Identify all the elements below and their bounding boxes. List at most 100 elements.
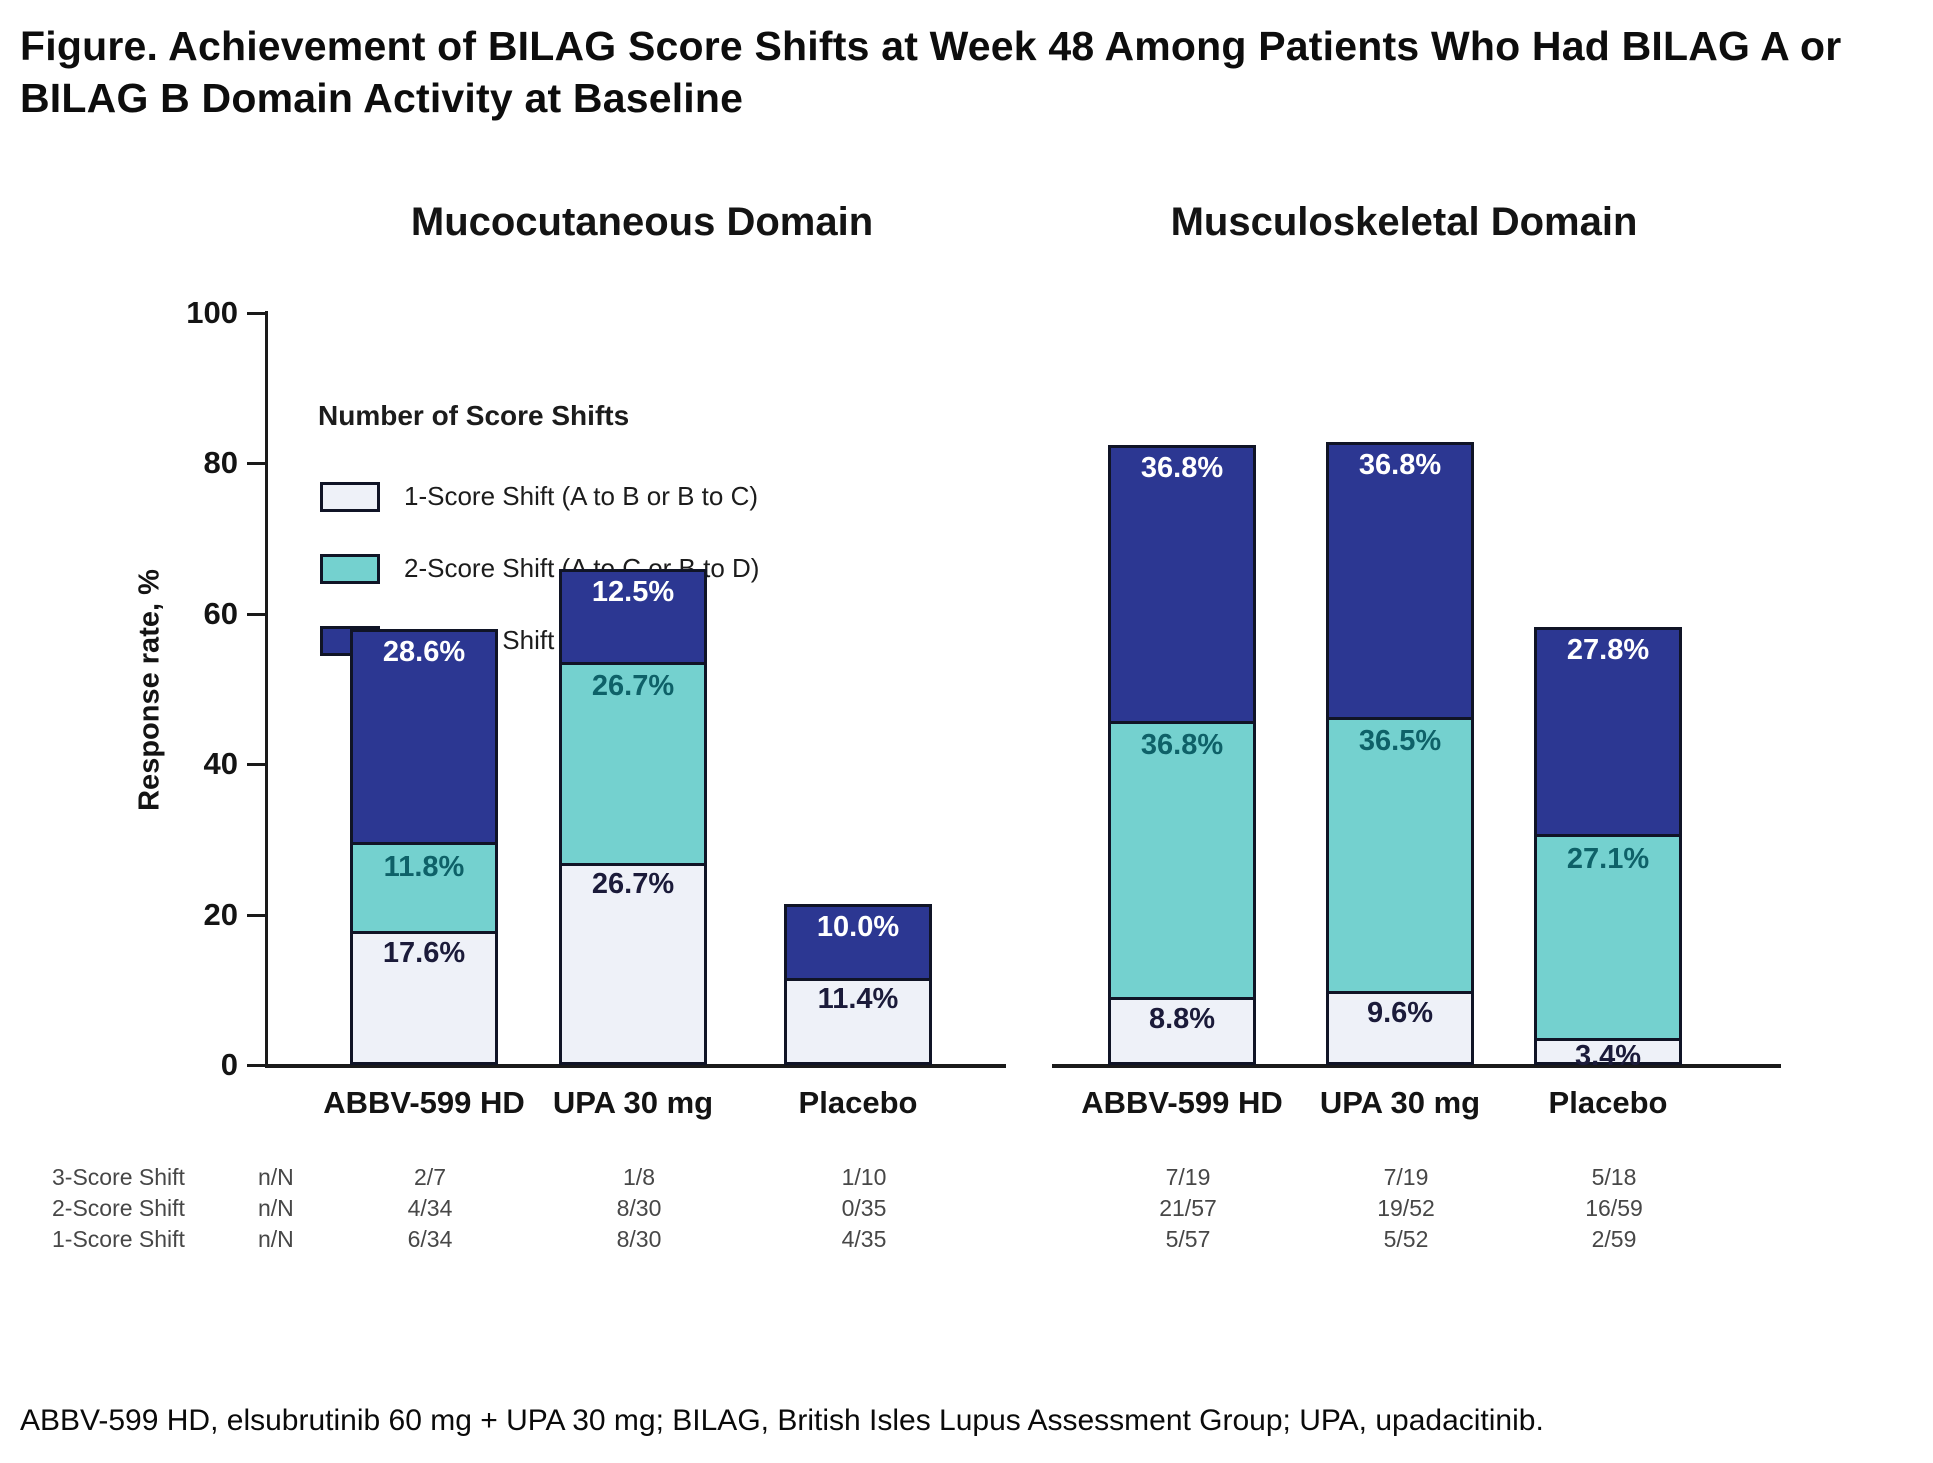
y-tick-label: 0 — [220, 1047, 238, 1082]
stats-value: 6/34 — [407, 1226, 453, 1252]
stats-unit-label: n/N — [258, 1195, 294, 1221]
segment-boundary — [1326, 991, 1474, 995]
y-tick-label: 20 — [203, 896, 238, 932]
bar-segment-3-score-shift — [1534, 626, 1682, 836]
bar-outline — [1534, 626, 1682, 1065]
x-axis-line — [268, 1064, 1006, 1068]
x-axis-line — [1052, 1064, 1781, 1068]
footnote: ABBV-599 HD, elsubrutinib 60 mg + UPA 30… — [20, 1404, 1544, 1437]
bar-segment-label-3-score: 36.8% — [1140, 452, 1224, 485]
bar-segment-label-2-score: 36.8% — [1140, 729, 1224, 762]
bar-segment-3-score-shift — [784, 904, 932, 980]
bar-segment-label-2-score: 27.1% — [1566, 842, 1650, 875]
stats-value: 5/18 — [1591, 1164, 1637, 1190]
stats-value: 16/59 — [1585, 1195, 1643, 1221]
segment-boundary — [559, 862, 707, 866]
stats-value: 8/30 — [616, 1226, 662, 1252]
legend-item-label: 1-Score Shift (A to B or B to C) — [404, 481, 759, 511]
stats-value: 4/35 — [841, 1226, 887, 1252]
bar-segment-label-3-score: 10.0% — [816, 911, 900, 944]
segment-boundary — [784, 977, 932, 981]
bar-segment-label-2-score: 11.8% — [383, 850, 465, 883]
x-category-label: Placebo — [1548, 1085, 1668, 1120]
bar-segment-label-1-score: 9.6% — [1366, 996, 1434, 1029]
stats-value: 1/10 — [841, 1164, 887, 1190]
bar-segment-2-score-shift — [1534, 835, 1682, 1040]
bar-segment-label-2-score: 26.7% — [591, 670, 675, 703]
bar-segment-label-1-score: 3.4% — [1574, 1040, 1642, 1073]
bar-outline — [784, 904, 932, 1065]
stats-value: 7/19 — [1383, 1164, 1429, 1190]
segment-boundary — [1534, 834, 1682, 838]
stats-value: 5/52 — [1383, 1226, 1429, 1252]
y-tick-label: 100 — [186, 295, 238, 330]
bar-segment-2-score-shift — [1326, 718, 1474, 993]
y-axis-line — [265, 311, 268, 1068]
segment-boundary — [1326, 716, 1474, 720]
segment-boundary — [1534, 1037, 1682, 1041]
legend-swatch-1-score — [320, 482, 380, 512]
bar-segment-2-score-shift — [1108, 722, 1256, 999]
bar-segment-1-score-shift — [1326, 992, 1474, 1065]
stats-value: 7/19 — [1165, 1164, 1211, 1190]
y-tick-mark — [247, 462, 265, 466]
stats-row-label: 2-Score Shift — [52, 1195, 185, 1221]
stats-row-label: 1-Score Shift — [52, 1226, 185, 1252]
y-tick-mark — [247, 612, 265, 616]
bar-segment-label-1-score: 26.7% — [591, 868, 675, 901]
y-tick-mark — [247, 913, 265, 917]
stats-value: 2/7 — [414, 1164, 446, 1190]
bar-segment-label-3-score: 28.6% — [382, 635, 466, 668]
stats-value: 4/34 — [407, 1195, 453, 1221]
stats-unit-label: n/N — [258, 1164, 294, 1190]
panel-title-musculoskeletal: Musculoskeletal Domain — [1170, 200, 1638, 244]
bar-segment-2-score-shift — [350, 843, 498, 933]
y-axis-label-text: Response rate, % — [133, 569, 166, 811]
stats-value: 1/8 — [623, 1164, 655, 1190]
bar-segment-1-score-shift — [1108, 998, 1256, 1065]
y-tick-label: 80 — [203, 445, 238, 481]
segment-boundary — [350, 931, 498, 935]
y-tick-label: 40 — [203, 746, 238, 782]
stats-unit-label: n/N — [258, 1226, 294, 1252]
bar-segment-3-score-shift — [350, 628, 498, 844]
bar-segment-3-score-shift — [1108, 445, 1256, 723]
bar-segment-label-1-score: 8.8% — [1148, 1002, 1216, 1035]
bar-segment-label-3-score: 12.5% — [591, 576, 675, 609]
stats-value: 8/30 — [616, 1195, 662, 1221]
bar-segment-1-score-shift — [784, 979, 932, 1065]
stats-value: 0/35 — [841, 1195, 887, 1221]
stats-value: 21/57 — [1159, 1195, 1217, 1221]
stats-row-label: 3-Score Shift — [52, 1164, 185, 1190]
segment-boundary — [1108, 720, 1256, 724]
bar-segment-1-score-shift — [350, 932, 498, 1065]
stats-value: 2/59 — [1591, 1226, 1637, 1252]
bar-segment-label-3-score: 36.8% — [1358, 448, 1442, 481]
bar-segment-label-1-score: 11.4% — [817, 983, 899, 1016]
y-tick-mark — [247, 763, 265, 767]
bar-segment-label-3-score: 27.8% — [1566, 633, 1650, 666]
segment-boundary — [1108, 997, 1256, 1001]
legend-swatch-2-score — [320, 554, 380, 584]
stats-value: 5/57 — [1165, 1226, 1211, 1252]
figure-title: Figure. Achievement of BILAG Score Shift… — [20, 23, 1842, 122]
bar-segment-2-score-shift — [559, 663, 707, 865]
bar-segment-1-score-shift — [1534, 1039, 1682, 1065]
y-tick-mark — [247, 312, 265, 315]
bar-segment-3-score-shift — [1326, 441, 1474, 719]
legend-title: Number of Score Shifts — [318, 400, 630, 431]
x-category-label: UPA 30 mg — [552, 1085, 714, 1120]
segment-boundary — [350, 842, 498, 846]
bar-outline — [559, 569, 707, 1065]
y-tick-label: 60 — [203, 595, 238, 631]
bar-segment-label-1-score: 17.6% — [382, 936, 466, 969]
bar-outline — [1326, 441, 1474, 1065]
x-category-label: UPA 30 mg — [1319, 1085, 1481, 1120]
bar-segment-1-score-shift — [559, 864, 707, 1065]
bar-segment-3-score-shift — [559, 569, 707, 664]
x-category-label: Placebo — [798, 1085, 918, 1120]
bar-outline — [1108, 445, 1256, 1065]
bar-segment-label-2-score: 36.5% — [1358, 725, 1442, 758]
